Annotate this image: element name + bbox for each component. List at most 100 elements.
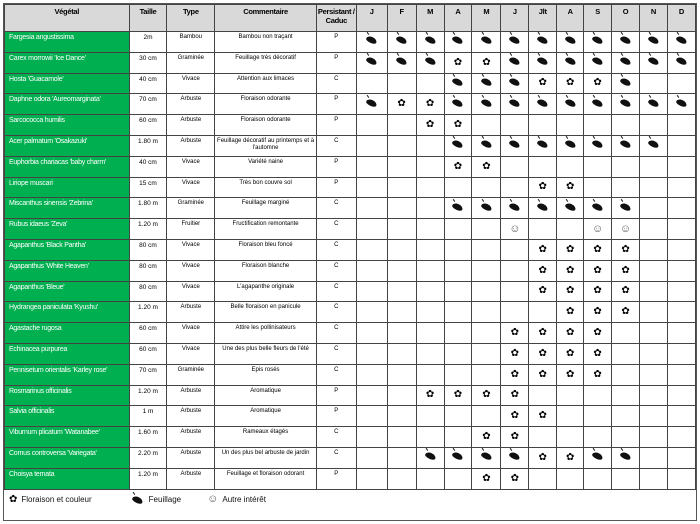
type-cell: Graminée (166, 51, 216, 74)
persistence-cell: C (315, 301, 357, 324)
size-cell: 15 cm (128, 176, 168, 199)
month-cell (611, 51, 640, 74)
flower-icon: ✿ (453, 389, 463, 401)
month-cell (386, 197, 417, 220)
month-cell (528, 114, 558, 136)
month-cell: ✿ (500, 426, 530, 448)
month-cell (355, 384, 388, 407)
month-cell (471, 342, 502, 365)
table-row: Daphne odora 'Aureomarginata' 70 cm Arbust… (4, 93, 697, 116)
month-cell (583, 384, 613, 407)
flower-icon: ✿ (593, 327, 602, 339)
month-cell (355, 363, 388, 386)
table-row: Hosta 'Guacamole' 40 cm Vivace Attention au… (4, 72, 697, 95)
month-cell (443, 259, 473, 282)
month-cell (556, 93, 585, 116)
month-cell (583, 197, 613, 220)
month-cell (638, 384, 668, 407)
comment-cell: L'agapanthe originale (214, 280, 317, 303)
header-month: J (355, 4, 388, 32)
month-cell (386, 238, 417, 261)
leaf-icon (508, 201, 522, 212)
table-row: Viburnum plicatum 'Watanabee' 1.60 m Arbus… (4, 426, 697, 448)
leaf-icon (451, 97, 465, 108)
flower-icon: ✿ (538, 327, 547, 339)
persistence-cell: C (315, 280, 357, 303)
leaf-icon (563, 35, 577, 46)
flower-icon: ✿ (565, 347, 575, 359)
persistence-cell: C (315, 322, 357, 344)
flower-icon: ✿ (482, 389, 491, 401)
flower-icon: ✿ (565, 306, 575, 318)
month-cell: ✿ (583, 342, 613, 365)
month-cell (415, 467, 445, 490)
leaf-icon (451, 76, 465, 88)
comment-cell: Aromatique (214, 405, 317, 428)
month-cell: ✿ (583, 280, 613, 303)
flower-icon: ✿ (593, 306, 602, 318)
plant-name-cell: Acer palmatum 'Osakazuki' (4, 134, 130, 157)
size-cell: 80 cm (128, 259, 168, 282)
month-cell (500, 259, 530, 282)
flower-icon: ✿ (510, 410, 519, 422)
month-cell (386, 259, 417, 282)
month-cell (471, 218, 502, 240)
leaf-icon (365, 56, 378, 67)
persistence-cell: P (315, 384, 357, 407)
plant-name-cell: Carex morrowii 'Ice Dance' (4, 51, 130, 74)
month-cell (443, 31, 473, 53)
table-row: Sarcococca humilis 60 cm Arbuste Floraison … (4, 114, 697, 136)
month-cell (415, 426, 445, 448)
leaf-icon (423, 35, 437, 46)
flower-icon: ✿ (397, 98, 406, 110)
flower-icon: ✿ (593, 243, 602, 255)
month-cell (500, 134, 530, 157)
month-cell (528, 218, 558, 240)
comment-cell: Floraison odorante (214, 93, 317, 116)
type-cell: Arbuste (166, 114, 216, 136)
month-cell (666, 405, 697, 428)
month-cell (611, 31, 640, 53)
month-cell (500, 197, 530, 220)
month-cell: ✿ (500, 322, 530, 344)
month-cell (556, 384, 585, 407)
month-cell: ✿ (611, 259, 640, 282)
month-cell (528, 467, 558, 490)
plant-calendar-table: Végétal Taille Type Commentaire Persista… (4, 4, 697, 490)
month-cell (638, 31, 668, 53)
month-cell (528, 134, 558, 157)
month-cell (355, 114, 388, 136)
size-cell: 40 cm (128, 155, 168, 178)
month-cell (443, 176, 473, 199)
flower-icon: ✿ (565, 243, 575, 255)
month-cell (556, 197, 585, 220)
leaf-icon (563, 201, 577, 212)
month-cell (638, 114, 668, 136)
month-cell (386, 384, 417, 407)
month-cell (638, 218, 668, 240)
comment-cell: Feuillage marginé (214, 197, 317, 220)
type-cell: Fruitier (166, 218, 216, 240)
comment-cell: Bambou non traçant (214, 31, 317, 53)
table-row: Rosmarinus officinalis 1.20 m Arbuste Aroma… (4, 384, 697, 407)
month-cell (638, 322, 668, 344)
persistence-cell: P (315, 405, 357, 428)
comment-cell: Très bon couvre sol (214, 176, 317, 199)
leaf-icon (480, 97, 493, 108)
month-cell (415, 238, 445, 261)
flower-icon: ✿ (453, 119, 463, 131)
month-cell (386, 280, 417, 303)
month-cell (386, 134, 417, 157)
leaf-icon (647, 97, 660, 108)
type-cell: Arbuste (166, 93, 216, 116)
month-cell (415, 155, 445, 178)
leaf-icon (451, 451, 465, 462)
table-row: Euphorbia chariacas 'baby charm' 40 cm Viv… (4, 155, 697, 178)
month-cell: ✿ (386, 93, 417, 116)
header-month: O (611, 4, 640, 32)
plant-name-cell: Hosta 'Guacamole' (4, 72, 130, 95)
month-cell (386, 31, 417, 53)
persistence-cell: P (315, 176, 357, 199)
month-cell (638, 280, 668, 303)
month-cell (443, 218, 473, 240)
